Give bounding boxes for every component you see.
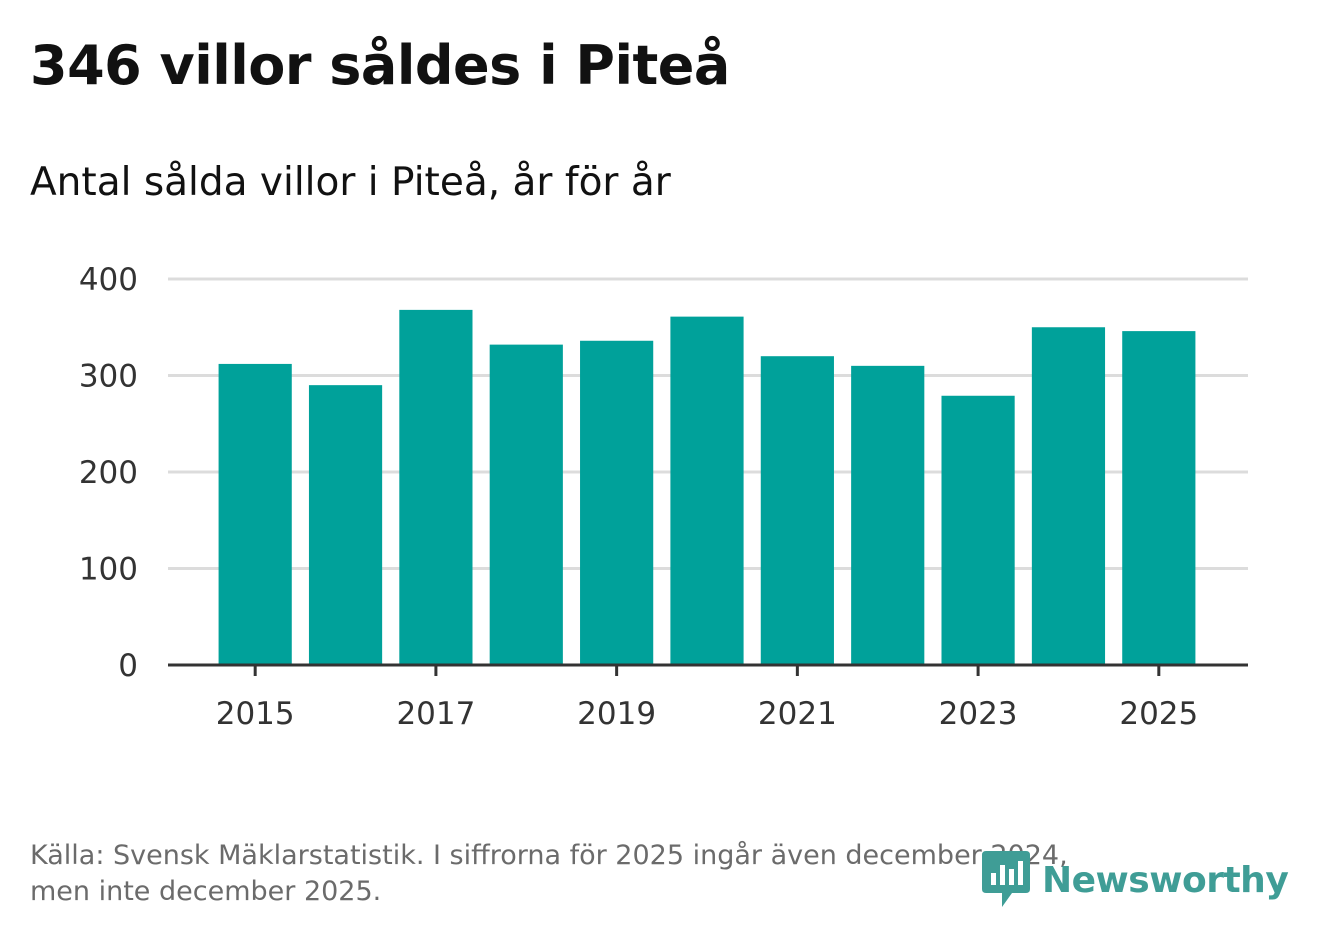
bar-2020: [670, 316, 744, 665]
bar-2018: [489, 344, 563, 665]
x-tick-label-2021: 2021: [758, 696, 837, 732]
source-note-line-2: men inte december 2025.: [30, 876, 382, 907]
y-axis-tick-labels: 0 100 200 300 400: [79, 262, 138, 684]
x-tick-label-2023: 2023: [939, 696, 1018, 732]
bar-2024: [1031, 327, 1106, 665]
bar-2022: [851, 365, 925, 665]
bar-2019: [580, 340, 654, 665]
chart-bars: [218, 309, 1196, 665]
x-axis: 2015 2017 2019 2021 2023 2025: [168, 663, 1248, 732]
y-tick-label-400: 400: [79, 262, 138, 298]
brand-name: Newsworthy: [1042, 859, 1289, 901]
brand-logo: Newsworthy: [980, 848, 1289, 912]
newsworthy-logo-icon: [982, 851, 1030, 907]
bar-chart: 0 100 200 300 400 2015 2017 2019 2021 2023 2025: [79, 262, 1248, 732]
bar-2023: [941, 395, 1015, 665]
y-tick-label-200: 200: [79, 455, 138, 491]
bar-2025: [1122, 331, 1196, 665]
bar-2017: [399, 309, 473, 665]
chart-subtitle: Antal sålda villor i Piteå, år för år: [30, 160, 671, 205]
bar-2016: [308, 385, 383, 665]
y-tick-label-0: 0: [118, 648, 138, 684]
chart-title: 346 villor såldes i Piteå: [30, 34, 730, 97]
source-note-line-1: Källa: Svensk Mäklarstatistik. I siffror…: [30, 840, 1068, 871]
y-tick-label-300: 300: [79, 359, 138, 395]
x-tick-label-2019: 2019: [577, 696, 656, 732]
x-tick-label-2017: 2017: [396, 696, 475, 732]
x-tick-label-2025: 2025: [1119, 696, 1198, 732]
x-tick-label-2015: 2015: [216, 696, 295, 732]
y-tick-label-100: 100: [79, 552, 138, 588]
source-note: Källa: Svensk Mäklarstatistik. I siffror…: [30, 838, 1068, 910]
bar-2021: [760, 356, 834, 665]
bar-2015: [218, 363, 292, 665]
